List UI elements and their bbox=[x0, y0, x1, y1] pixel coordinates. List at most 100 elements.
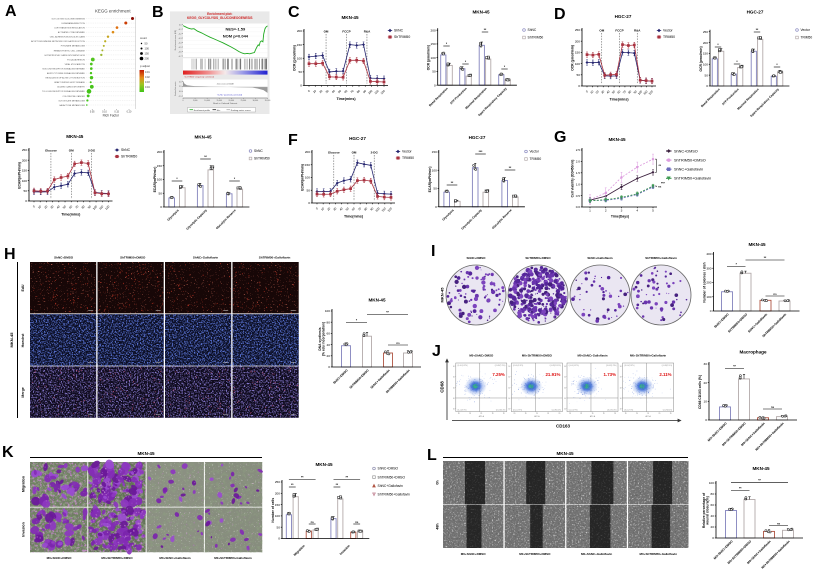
svg-text:MKN-45: MKN-45 bbox=[315, 462, 333, 467]
svg-text:***: *** bbox=[479, 150, 483, 154]
svg-text:0: 0 bbox=[315, 206, 319, 210]
svg-text:50: 50 bbox=[337, 89, 342, 94]
svg-text:ShTRIM50+DMSO: ShTRIM50+DMSO bbox=[525, 256, 551, 260]
svg-text:Q1-UL(3.37%): Q1-UL(3.37%) bbox=[569, 365, 580, 367]
svg-text:TRIM50: TRIM50 bbox=[530, 157, 542, 161]
svg-text:100: 100 bbox=[22, 179, 27, 183]
svg-text:4: 4 bbox=[636, 209, 638, 213]
svg-text:MKN-45: MKN-45 bbox=[9, 332, 14, 348]
svg-text:2-DG: 2-DG bbox=[371, 151, 379, 155]
svg-text:**: ** bbox=[386, 311, 389, 315]
svg-text:C: C bbox=[288, 4, 300, 21]
svg-text:110: 110 bbox=[374, 89, 380, 95]
svg-text:0: 0 bbox=[435, 205, 437, 209]
svg-text:-0.2: -0.2 bbox=[178, 33, 181, 35]
svg-text:MKN-45: MKN-45 bbox=[194, 135, 212, 140]
svg-text:Q1-LL(7.9%): Q1-LL(7.9%) bbox=[624, 409, 634, 411]
svg-text:*: * bbox=[504, 65, 506, 69]
svg-text:10: 10 bbox=[559, 413, 561, 415]
svg-text:Q1-LL(7.9%): Q1-LL(7.9%) bbox=[569, 409, 579, 411]
svg-text:**: ** bbox=[484, 28, 487, 32]
svg-text:**: ** bbox=[346, 476, 349, 480]
svg-text:Glucose: Glucose bbox=[45, 149, 57, 153]
svg-text:D: D bbox=[554, 6, 566, 23]
svg-text:15,000: 15,000 bbox=[216, 100, 222, 102]
svg-text:20,000: 20,000 bbox=[229, 100, 235, 102]
svg-text:150: 150 bbox=[145, 52, 150, 56]
svg-text:Migration: Migration bbox=[293, 544, 306, 557]
svg-text:ShNC+DMSO: ShNC+DMSO bbox=[713, 312, 730, 329]
svg-text:10: 10 bbox=[614, 413, 616, 415]
svg-text:0: 0 bbox=[32, 204, 36, 208]
svg-text:OM: OM bbox=[324, 30, 329, 34]
svg-text:Merge: Merge bbox=[21, 387, 25, 397]
svg-text:M0+ShTRIM50+Galloflavin: M0+ShTRIM50+Galloflavin bbox=[214, 556, 252, 560]
svg-text:ShNC+DMSO: ShNC+DMSO bbox=[332, 368, 349, 385]
svg-text:count: count bbox=[140, 36, 147, 40]
svg-text:M0+ShTRIM50+DMSO: M0+ShTRIM50+DMSO bbox=[101, 556, 133, 560]
svg-text:Q1-UL(3.37%): Q1-UL(3.37%) bbox=[513, 365, 524, 367]
svg-text:EdU: EdU bbox=[21, 284, 25, 291]
svg-text:*: * bbox=[465, 60, 467, 64]
svg-text:ns: ns bbox=[355, 520, 359, 524]
svg-text:50: 50 bbox=[277, 525, 281, 529]
svg-text:200: 200 bbox=[22, 158, 27, 162]
svg-text:LIVE TRANSITION REGULATION: LIVE TRANSITION REGULATION bbox=[54, 27, 85, 30]
svg-text:50: 50 bbox=[145, 42, 148, 46]
svg-text:10: 10 bbox=[536, 413, 538, 415]
svg-text:M0+ShTRIM50+DMSO: M0+ShTRIM50+DMSO bbox=[522, 354, 553, 358]
svg-text:10: 10 bbox=[508, 409, 510, 411]
svg-text:TRIM50: TRIM50 bbox=[801, 36, 813, 40]
svg-text:A: A bbox=[5, 3, 17, 20]
svg-text:TOLL LIKE RECEPTOR SIGNALING P: TOLL LIKE RECEPTOR SIGNALING PATHWAY bbox=[42, 90, 85, 93]
svg-text:Basal Respiration: Basal Respiration bbox=[428, 86, 449, 107]
svg-text:Number of cells: Number of cells bbox=[271, 498, 275, 523]
svg-text:0.10: 0.10 bbox=[102, 110, 107, 113]
svg-text:wound closure(%): wound closure(%) bbox=[706, 496, 710, 525]
svg-text:M0+ShTRIM50+Galloflavin: M0+ShTRIM50+Galloflavin bbox=[640, 552, 678, 556]
svg-text:0.5: 0.5 bbox=[576, 194, 581, 198]
svg-text:**: ** bbox=[739, 487, 742, 491]
svg-text:Zero cross at 16048: Zero cross at 16048 bbox=[217, 82, 234, 85]
svg-text:Vector: Vector bbox=[801, 28, 811, 32]
svg-text:Relative percentage of: Relative percentage of bbox=[702, 492, 706, 528]
svg-text:ShNC+DMSO: ShNC+DMSO bbox=[674, 149, 698, 153]
svg-text:E: E bbox=[5, 130, 16, 147]
svg-text:90: 90 bbox=[87, 204, 92, 209]
svg-text:Basal Respiration: Basal Respiration bbox=[700, 87, 721, 108]
svg-text:MKN-45: MKN-45 bbox=[608, 137, 626, 142]
svg-text:1: 1 bbox=[589, 209, 591, 213]
svg-text:80: 80 bbox=[356, 89, 361, 94]
svg-text:Time(mins): Time(mins) bbox=[61, 213, 81, 217]
svg-text:20: 20 bbox=[318, 89, 323, 94]
svg-text:"sh-TRIM50" (negatively correl: "sh-TRIM50" (negatively correlated) bbox=[184, 76, 214, 79]
svg-text:2: 2 bbox=[605, 209, 607, 213]
svg-text:GLYOXYLATE METABOLISM: GLYOXYLATE METABOLISM bbox=[58, 99, 85, 102]
svg-text:10: 10 bbox=[480, 413, 482, 415]
svg-text:*: * bbox=[717, 43, 719, 47]
svg-text:ShTRIM50+Gallofavin: ShTRIM50+Gallofavin bbox=[674, 177, 711, 181]
svg-text:ShTRIM50+DMSO: ShTRIM50+DMSO bbox=[120, 256, 146, 260]
svg-text:120: 120 bbox=[387, 206, 394, 213]
svg-text:APC-A: APC-A bbox=[479, 415, 485, 418]
svg-text:10: 10 bbox=[564, 377, 566, 379]
svg-text:0.0: 0.0 bbox=[179, 24, 182, 26]
svg-text:10: 10 bbox=[659, 413, 661, 415]
svg-text:Enrichment profile: Enrichment profile bbox=[194, 109, 211, 112]
svg-text:80: 80 bbox=[327, 320, 331, 324]
svg-text:50: 50 bbox=[24, 189, 28, 193]
svg-text:Time(mins): Time(mins) bbox=[336, 97, 356, 101]
svg-text:120: 120 bbox=[648, 89, 655, 96]
svg-text:2.11%: 2.11% bbox=[659, 372, 671, 377]
svg-text:F: F bbox=[288, 132, 298, 149]
svg-text:0.15: 0.15 bbox=[114, 110, 119, 113]
svg-text:250: 250 bbox=[22, 148, 27, 152]
svg-text:0.03: 0.03 bbox=[145, 81, 150, 84]
svg-text:150: 150 bbox=[432, 150, 437, 154]
svg-text:OCR (pmol/min): OCR (pmol/min) bbox=[571, 45, 575, 71]
svg-text:Q1-UR(2.11%): Q1-UR(2.11%) bbox=[662, 365, 673, 367]
svg-text:LEISHMANIA INFECTION: LEISHMANIA INFECTION bbox=[61, 22, 85, 25]
svg-text:Vector: Vector bbox=[530, 150, 540, 154]
svg-text:50: 50 bbox=[432, 70, 436, 74]
svg-text:150: 150 bbox=[22, 169, 27, 173]
